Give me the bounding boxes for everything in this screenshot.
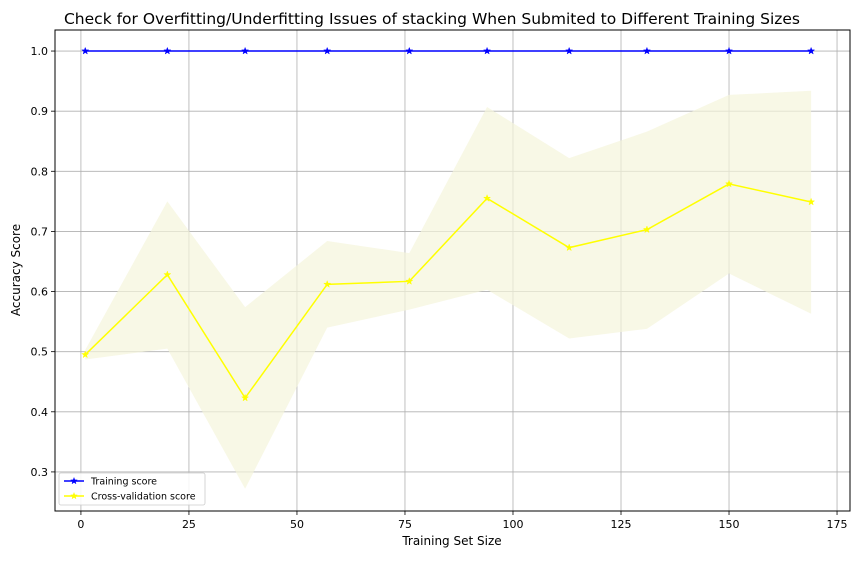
cv-std-band-area (85, 90, 812, 489)
training-score-point (565, 46, 574, 55)
cv-score-point (163, 270, 172, 279)
cv-score-point (323, 279, 332, 288)
x-tick-label: 25 (182, 518, 196, 531)
plot-frame (54, 29, 851, 512)
training-score-point (806, 46, 816, 55)
legend-label: Cross-validation score (91, 492, 196, 503)
cv-score-point (806, 197, 816, 206)
training-score-point (163, 46, 172, 55)
training-score-point (81, 46, 90, 55)
cv-score-line (84, 183, 812, 400)
chart-title: Check for Overfitting/Underfitting Issue… (64, 10, 800, 28)
y-axis-ticks: 0.3 0.4 0.5 0.6 0.7 0.8 0.9 1.0 (31, 45, 55, 479)
cv-score-point (482, 193, 492, 202)
training-score-point (405, 46, 414, 55)
y-tick-label: 0.4 (31, 406, 49, 419)
cv-std-band (85, 90, 812, 489)
cv-score-point (724, 179, 734, 188)
x-tick-label: 175 (827, 518, 848, 531)
training-score-point (724, 46, 734, 55)
y-tick-label: 0.7 (31, 225, 49, 238)
cv-score-point (405, 276, 414, 285)
cv-score-point (81, 350, 90, 359)
x-tick-label: 100 (502, 518, 523, 531)
training-score-point (240, 46, 250, 55)
cv-score-point (642, 225, 652, 234)
legend-box (58, 472, 206, 506)
training-score-point (642, 46, 652, 55)
x-axis-ticks: 0 25 50 75 100 125 150 175 (77, 511, 848, 531)
legend-marker (70, 491, 78, 500)
x-tick-label: 125 (611, 518, 632, 531)
y-tick-label: 0.6 (31, 286, 49, 299)
training-score-point (323, 46, 332, 55)
legend-label: Training score (90, 477, 157, 488)
y-tick-label: 0.5 (31, 346, 49, 359)
x-tick-label: 50 (290, 518, 304, 531)
legend: Training score Cross-validation score (58, 472, 206, 506)
series-lines (84, 50, 812, 400)
x-tick-label: 75 (398, 518, 412, 531)
x-tick-label: 150 (719, 518, 740, 531)
cv-score-point (240, 393, 250, 402)
x-tick-label: 0 (77, 518, 84, 531)
training-score-point (482, 46, 492, 55)
y-axis-label: Accuracy Score (9, 224, 23, 316)
y-tick-label: 1.0 (31, 45, 49, 58)
y-tick-label: 0.8 (31, 165, 49, 178)
legend-marker (70, 476, 78, 485)
cv-score-point (565, 243, 574, 252)
y-tick-label: 0.9 (31, 105, 49, 118)
series-markers (81, 46, 816, 402)
x-axis-label: Training Set Size (401, 534, 501, 548)
y-tick-label: 0.3 (31, 466, 49, 479)
